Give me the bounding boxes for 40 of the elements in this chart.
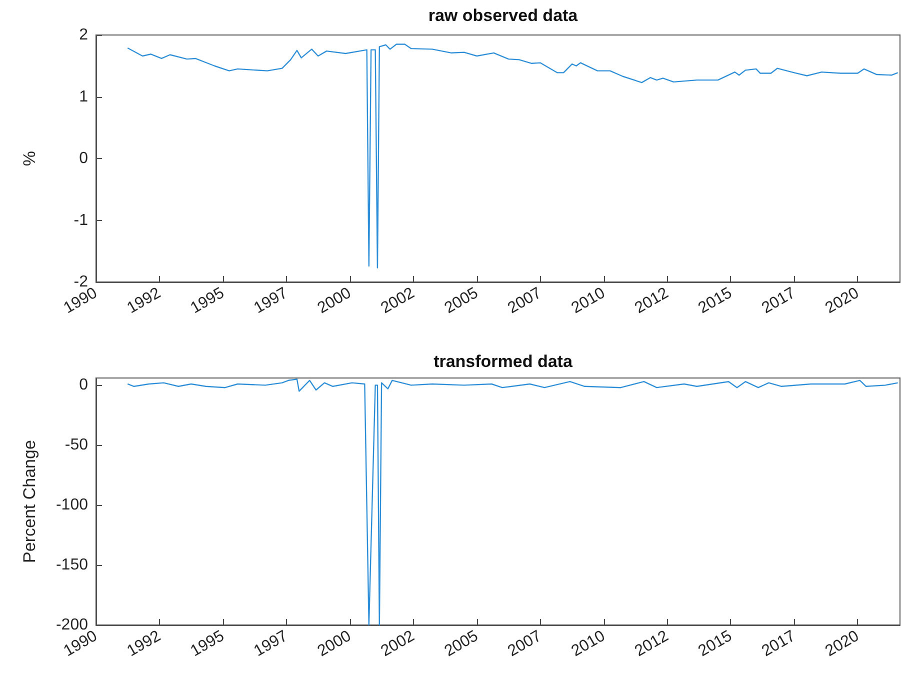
y-tick-label: -2 [74,274,88,290]
x-tick-label: 2020 [822,628,862,660]
x-tick-label: 1992 [124,628,164,660]
x-tick-label: 2010 [568,628,608,660]
x-tick-label: 2012 [632,284,672,318]
y-tick-label: 0 [79,150,88,167]
x-tick-label: 1995 [188,284,228,318]
y-tick-label: -200 [56,616,88,634]
x-tick-label: 2005 [442,284,482,318]
x-tick-label: 1997 [251,284,291,318]
chart-title: transformed data [434,352,573,371]
y-tick-label: -50 [64,436,88,454]
x-tick-label: 2007 [505,628,545,660]
x-tick-label: 1995 [188,628,228,660]
x-tick-label: 2000 [314,628,354,660]
y-tick-label: -1 [74,212,88,229]
x-tick-label: 2017 [759,284,798,318]
y-tick-label: -150 [56,556,88,574]
x-tick-label: 2020 [822,284,862,318]
chart-title: raw observed data [428,6,578,25]
x-tick-label: 2005 [442,628,482,660]
x-tick-label: 2010 [568,284,608,318]
x-tick-label: 2000 [314,284,354,318]
x-tick-label: 2002 [378,284,418,318]
y-axis-title: Percent Change [20,440,39,563]
x-tick-label: 2015 [696,628,736,660]
y-tick-label: 0 [79,376,88,394]
y-axis-title: % [20,150,39,166]
x-tick-label: 2002 [378,628,418,660]
y-tick-label: 2 [79,26,88,44]
line-series [127,44,898,268]
x-tick-label: 2012 [632,628,672,660]
line-series [127,378,898,626]
x-tick-label: 1992 [124,284,164,318]
y-tick-label: -100 [56,496,88,514]
x-tick-label: 1997 [251,628,291,660]
x-tick-label: 2015 [696,284,736,318]
x-tick-label: 2007 [505,284,545,318]
x-tick-label: 2017 [759,628,798,660]
y-tick-label: 1 [79,88,88,106]
